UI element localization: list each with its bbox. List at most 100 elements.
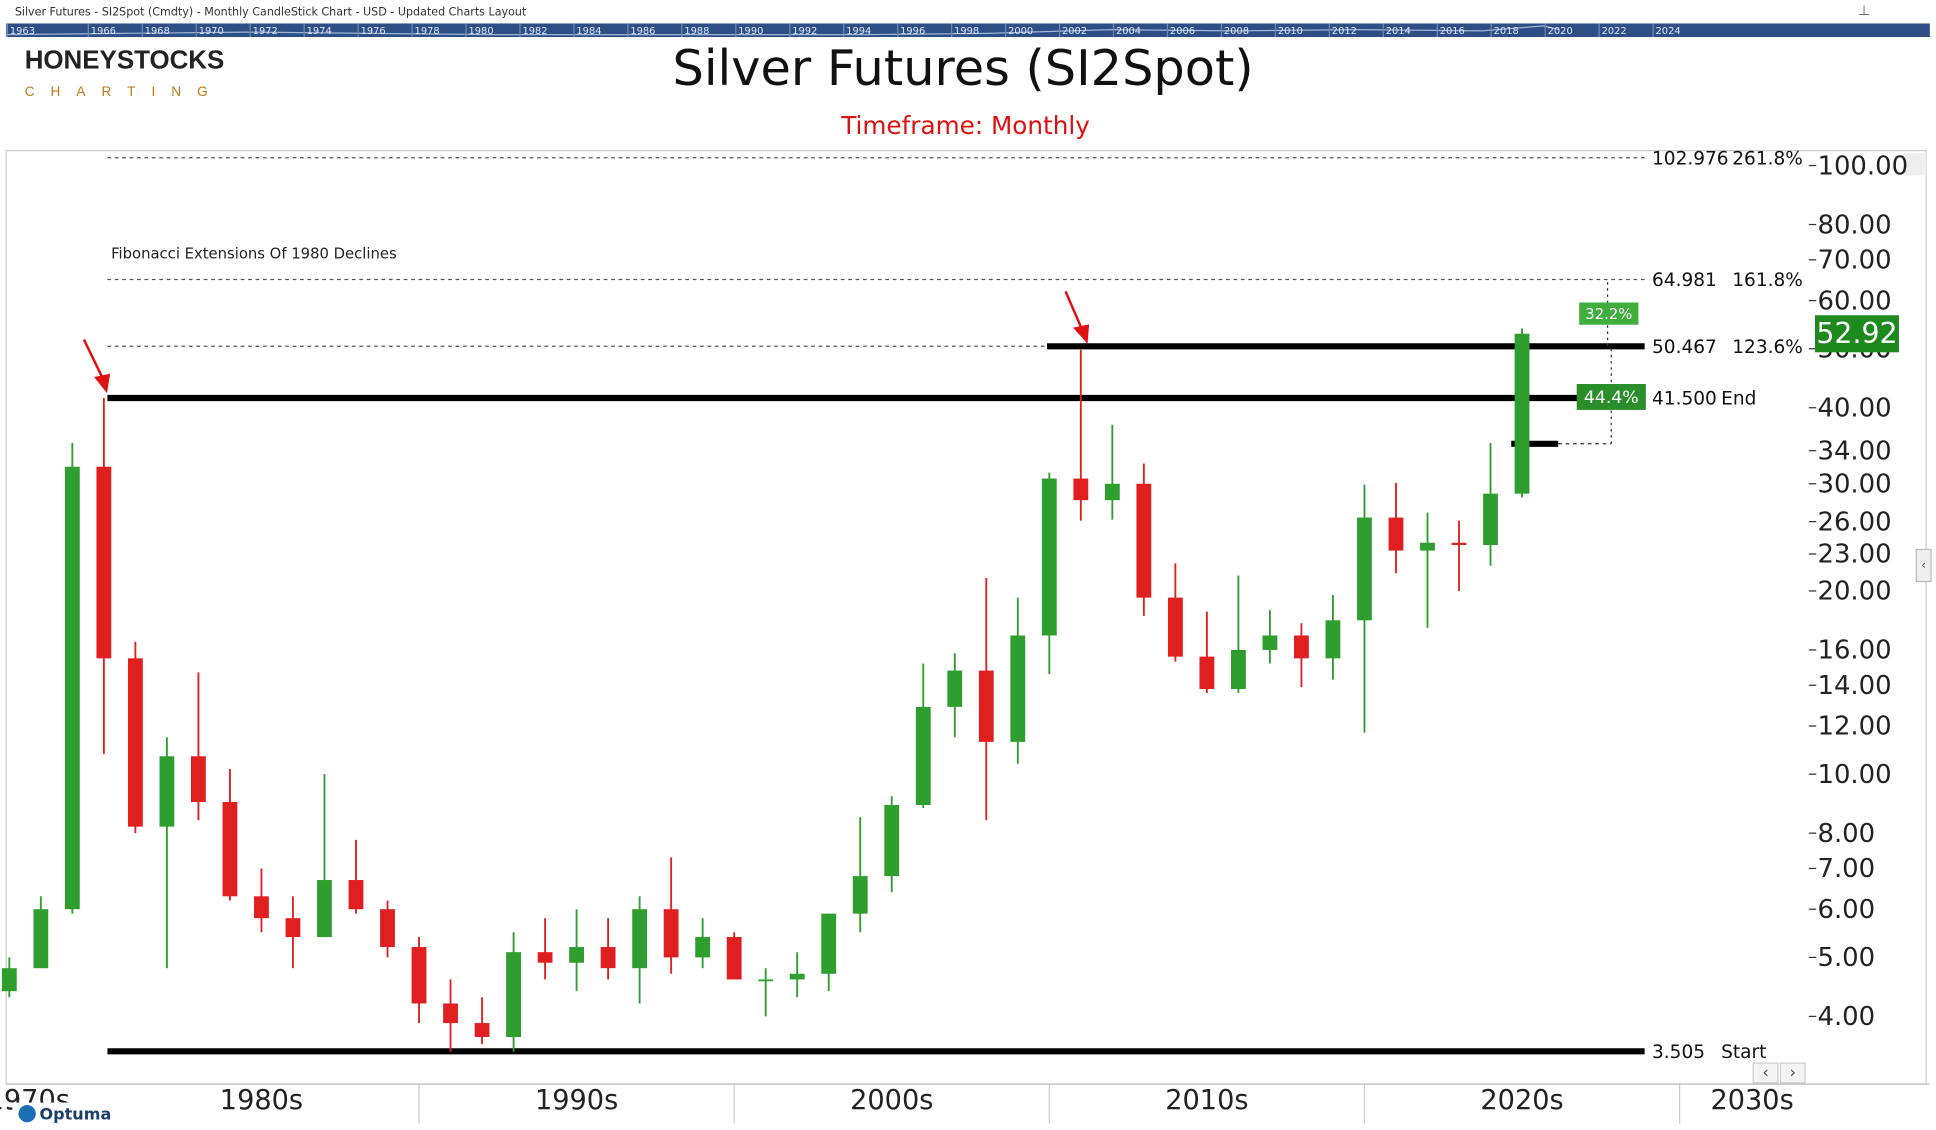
y-tick-label: 40.00	[1817, 393, 1891, 423]
navigator-year: 2022	[1602, 26, 1627, 37]
candle-body	[474, 1023, 490, 1037]
candle-body	[380, 909, 395, 948]
candle-body	[821, 913, 837, 974]
window-header: Silver Futures - SI2Spot (Cmdty) - Month…	[15, 5, 527, 18]
side-collapse-icon[interactable]: ‹	[1921, 558, 1926, 572]
last-price-label: 52.92	[1816, 317, 1897, 350]
y-tick-label: 4.00	[1817, 1002, 1875, 1032]
navigator-year: 1972	[253, 26, 278, 37]
navigator-year: 1974	[307, 26, 332, 37]
candle-body	[33, 909, 49, 969]
candle-body	[1010, 635, 1026, 742]
candle-body	[1357, 517, 1372, 621]
navigator-year: 1998	[954, 26, 979, 37]
level-price: 50.467	[1652, 337, 1717, 358]
footer-logo-bg	[12, 1102, 109, 1125]
navigator-year: 1986	[630, 26, 655, 37]
candle-body	[1514, 333, 1530, 494]
scroll-left[interactable]	[1752, 1062, 1779, 1084]
navigator-strip[interactable]	[6, 23, 1930, 38]
candle-body	[884, 804, 900, 877]
navigator-year: 2016	[1440, 26, 1465, 37]
candle-body	[411, 947, 427, 1004]
y-tick-label: 30.00	[1817, 470, 1891, 500]
candle-body	[506, 952, 521, 1037]
navigator-year: 1966	[91, 26, 116, 37]
level-name: 161.8%	[1732, 270, 1803, 291]
candle-body	[1, 968, 17, 992]
candle-body	[1483, 493, 1498, 545]
level-name: End	[1721, 389, 1756, 410]
y-tick-label: 12.00	[1817, 712, 1891, 742]
footer-logo-icon	[18, 1105, 36, 1123]
candle-body	[600, 947, 616, 969]
x-tick-label: 1980s	[220, 1085, 303, 1116]
pin-icon[interactable]: ⊥	[1858, 3, 1870, 19]
candle-body	[1104, 483, 1120, 501]
candle-body	[254, 896, 269, 919]
candle-body	[1136, 483, 1152, 598]
navigator-year: 2008	[1224, 26, 1249, 37]
navigator-year: 1988	[684, 26, 709, 37]
candle-body	[1388, 517, 1404, 551]
level-price: 41.500	[1652, 389, 1717, 410]
navigator-year: 1996	[900, 26, 925, 37]
navigator-year: 2004	[1116, 26, 1141, 37]
y-tick-label: 8.00	[1817, 819, 1875, 849]
y-tick-label: 14.00	[1817, 671, 1891, 701]
move-label: 44.4%	[1584, 388, 1639, 408]
y-tick-label: 26.00	[1817, 507, 1891, 537]
navigator-year: 2018	[1494, 26, 1519, 37]
arrow-2011	[1064, 290, 1083, 329]
arrows	[82, 290, 1090, 394]
navigator-year: 1980	[469, 26, 494, 37]
candle-body	[537, 952, 553, 963]
candle-body	[663, 909, 679, 958]
scroll-right[interactable]	[1779, 1062, 1806, 1084]
candle-body	[222, 802, 238, 897]
arrow-1980	[82, 339, 104, 379]
navigator-year: 1994	[846, 26, 871, 37]
move-label: 32.2%	[1585, 306, 1632, 323]
navigator-year: 1968	[145, 26, 170, 37]
level-price: 64.981	[1652, 270, 1717, 291]
candle-body	[96, 466, 112, 659]
footer-logo: Optuma	[40, 1104, 112, 1123]
move-box	[1576, 383, 1646, 410]
candle-body	[1294, 635, 1309, 659]
candle-body	[1199, 656, 1215, 690]
x-tick-label: 2030s	[1710, 1085, 1793, 1116]
arrowhead	[94, 373, 111, 394]
navigator-year: 1990	[738, 26, 763, 37]
navigator-year: 1970	[199, 26, 224, 37]
candle-body	[1451, 542, 1467, 545]
scroll-right-icon[interactable]: ›	[1790, 1062, 1796, 1081]
y-tick-label: 60.00	[1817, 286, 1891, 316]
logo-name: HONEYSTOCKS	[25, 47, 225, 75]
candle-body	[632, 909, 648, 969]
navigator-year: 1976	[361, 26, 386, 37]
navigator-year: 2024	[1656, 26, 1681, 37]
last-price-box	[1815, 315, 1899, 353]
arrowhead	[1073, 324, 1090, 344]
side-collapse[interactable]	[1915, 548, 1932, 583]
navigator-line	[6, 25, 1560, 36]
y-tick-label: 10.00	[1817, 760, 1891, 790]
navigator-year: 2012	[1332, 26, 1357, 37]
candle-body	[789, 973, 805, 980]
level-name: 261.8%	[1732, 149, 1803, 170]
scroll-left-icon[interactable]: ‹	[1762, 1062, 1768, 1081]
candle-body	[1325, 620, 1341, 659]
candle-body	[1230, 649, 1246, 690]
move-box	[1579, 302, 1639, 325]
y-tick-label: 100.00	[1817, 151, 1908, 181]
candle-body	[1041, 478, 1057, 636]
y-tick-label: 20.00	[1817, 577, 1891, 607]
candle-body	[159, 756, 175, 827]
x-tick-label: 1990s	[535, 1085, 618, 1116]
navigator-year: 1992	[792, 26, 817, 37]
navigator-year: 2020	[1548, 26, 1573, 37]
candle-body	[569, 947, 585, 963]
lock-icon[interactable]	[1903, 153, 1927, 176]
